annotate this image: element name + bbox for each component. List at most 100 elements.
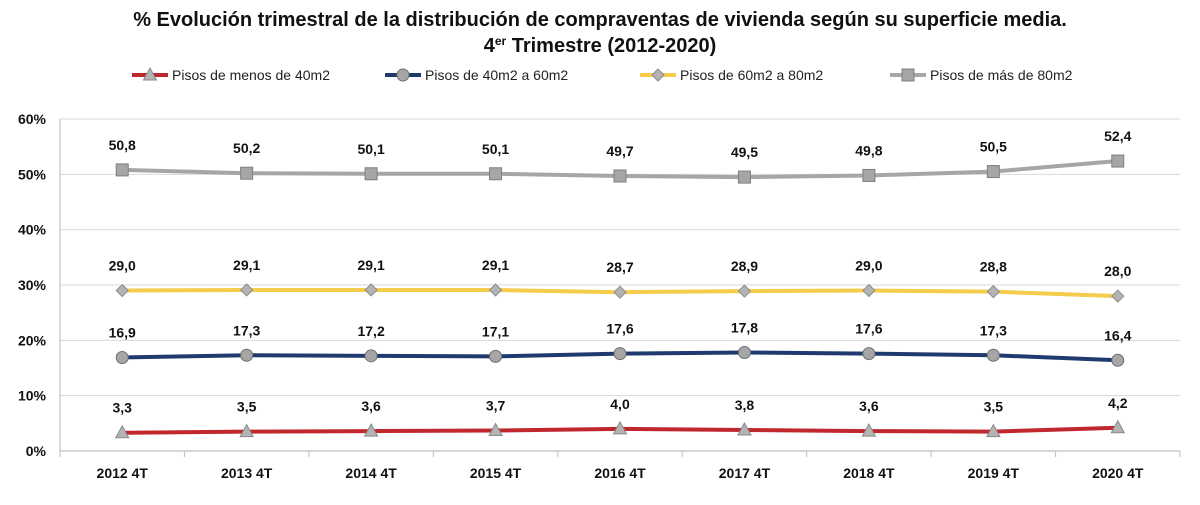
data-label: 50,1 [357, 141, 384, 157]
data-label: 50,1 [482, 141, 509, 157]
data-point-marker [737, 284, 752, 298]
data-label: 29,1 [357, 257, 384, 273]
data-point-marker [239, 283, 254, 297]
data-point-marker [862, 168, 876, 182]
chart-subtitle: 4er Trimestre (2012-2020) [484, 34, 717, 57]
data-point-marker [489, 167, 503, 181]
data-point-marker [115, 283, 129, 298]
series-4 [115, 154, 1125, 184]
data-point-marker [364, 349, 378, 363]
legend-marker [651, 68, 665, 82]
subtitle-prefix: 4 [484, 35, 496, 57]
legend-marker [396, 68, 410, 82]
data-label: 16,9 [109, 324, 136, 340]
data-label: 17,3 [980, 322, 1007, 338]
data-label: 17,6 [855, 321, 882, 337]
data-point-marker [488, 422, 503, 437]
data-point-marker [115, 163, 129, 177]
data-point-marker [364, 283, 378, 297]
data-label: 16,4 [1104, 327, 1131, 343]
data-point-marker [737, 170, 751, 184]
x-tick-label: 2018 4T [843, 465, 895, 481]
data-label: 3,7 [486, 398, 506, 414]
data-label: 4,0 [610, 396, 630, 412]
data-point-marker [986, 348, 1000, 362]
data-point-marker [363, 423, 379, 437]
legend-marker [142, 66, 158, 81]
data-label: 3,5 [237, 399, 257, 415]
chart-title: % Evolución trimestral de la distribució… [133, 9, 1067, 31]
data-labels: 3,3 3,5 3,6 3,7 4,0 3,8 3,6 3,5 4,2 16,9 17,3 17,2 1… [109, 128, 1132, 416]
data-label: 28,8 [980, 259, 1007, 275]
x-tick-label: 2014 4T [345, 465, 397, 481]
data-point-marker [737, 421, 752, 436]
legend-marker [901, 68, 915, 82]
data-point-marker [613, 347, 627, 361]
data-label: 29,1 [233, 257, 260, 273]
y-tick-label: 30% [18, 277, 47, 293]
data-point-marker [364, 167, 378, 181]
data-label: 17,1 [482, 323, 509, 339]
data-point-marker [1111, 289, 1125, 303]
subtitle-superscript: er [495, 34, 507, 48]
legend: Pisos de menos de 40m2 Pisos de 40m2 a 60… [132, 66, 1073, 83]
data-label: 17,8 [731, 320, 758, 336]
data-point-marker [986, 284, 1001, 299]
data-label: 49,5 [731, 144, 758, 160]
y-tick-label: 40% [18, 222, 47, 238]
data-point-marker [985, 423, 1001, 438]
data-point-marker [1111, 154, 1125, 168]
data-label: 29,0 [109, 258, 136, 274]
x-tick-label: 2015 4T [470, 465, 522, 481]
data-point-marker [862, 347, 876, 361]
data-label: 50,8 [109, 137, 136, 153]
data-point-marker [986, 165, 1000, 179]
data-point-marker [1111, 353, 1125, 367]
subtitle-rest: Trimestre (2012-2020) [506, 35, 716, 57]
data-label: 28,7 [606, 259, 633, 275]
legend-item: Pisos de 60m2 a 80m2 [640, 67, 823, 83]
data-label: 28,9 [731, 258, 758, 274]
y-tick-label: 10% [18, 388, 47, 404]
x-tick-label: 2013 4T [221, 465, 273, 481]
data-point-marker [239, 423, 255, 438]
data-label: 49,8 [855, 142, 882, 158]
y-tick-label: 50% [18, 166, 47, 182]
data-label: 50,2 [233, 140, 260, 156]
x-tick-label: 2020 4T [1092, 465, 1144, 481]
data-point-marker [240, 348, 254, 362]
data-point-marker [613, 169, 627, 183]
data-label: 3,6 [859, 398, 879, 414]
y-tick-label: 20% [18, 332, 47, 348]
data-label: 49,7 [606, 143, 633, 159]
data-point-marker [612, 420, 628, 435]
axes: 0% 10% 20% 30% 40% 50% 60% 2012 4T 2013 4T 2014 4… [18, 111, 1181, 481]
data-label: 28,0 [1104, 263, 1131, 279]
x-tick-label: 2016 4T [594, 465, 646, 481]
legend-item: Pisos de más de 80m2 [890, 67, 1073, 83]
series-3 [115, 283, 1125, 303]
series-2 [115, 346, 1125, 367]
data-point-marker [489, 349, 503, 363]
data-label: 17,3 [233, 322, 260, 338]
data-label: 17,6 [606, 321, 633, 337]
data-point-marker [737, 346, 751, 360]
data-label: 3,5 [984, 399, 1004, 415]
y-tick-label: 0% [26, 443, 47, 459]
series-1 [114, 419, 1126, 439]
data-label: 4,2 [1108, 395, 1128, 411]
data-label: 52,4 [1104, 128, 1131, 144]
data-point-marker [861, 423, 877, 437]
data-point-marker [115, 350, 129, 364]
legend-item: Pisos de menos de 40m2 [132, 66, 330, 83]
x-tick-label: 2012 4T [97, 465, 149, 481]
data-point-marker [1110, 419, 1126, 434]
legend-label: Pisos de 40m2 a 60m2 [425, 67, 568, 83]
x-tick-label: 2019 4T [968, 465, 1020, 481]
data-label: 3,8 [735, 397, 755, 413]
data-label: 29,0 [855, 258, 882, 274]
series-group [114, 154, 1126, 439]
legend-label: Pisos de más de 80m2 [930, 67, 1073, 83]
data-point-marker [240, 166, 254, 180]
